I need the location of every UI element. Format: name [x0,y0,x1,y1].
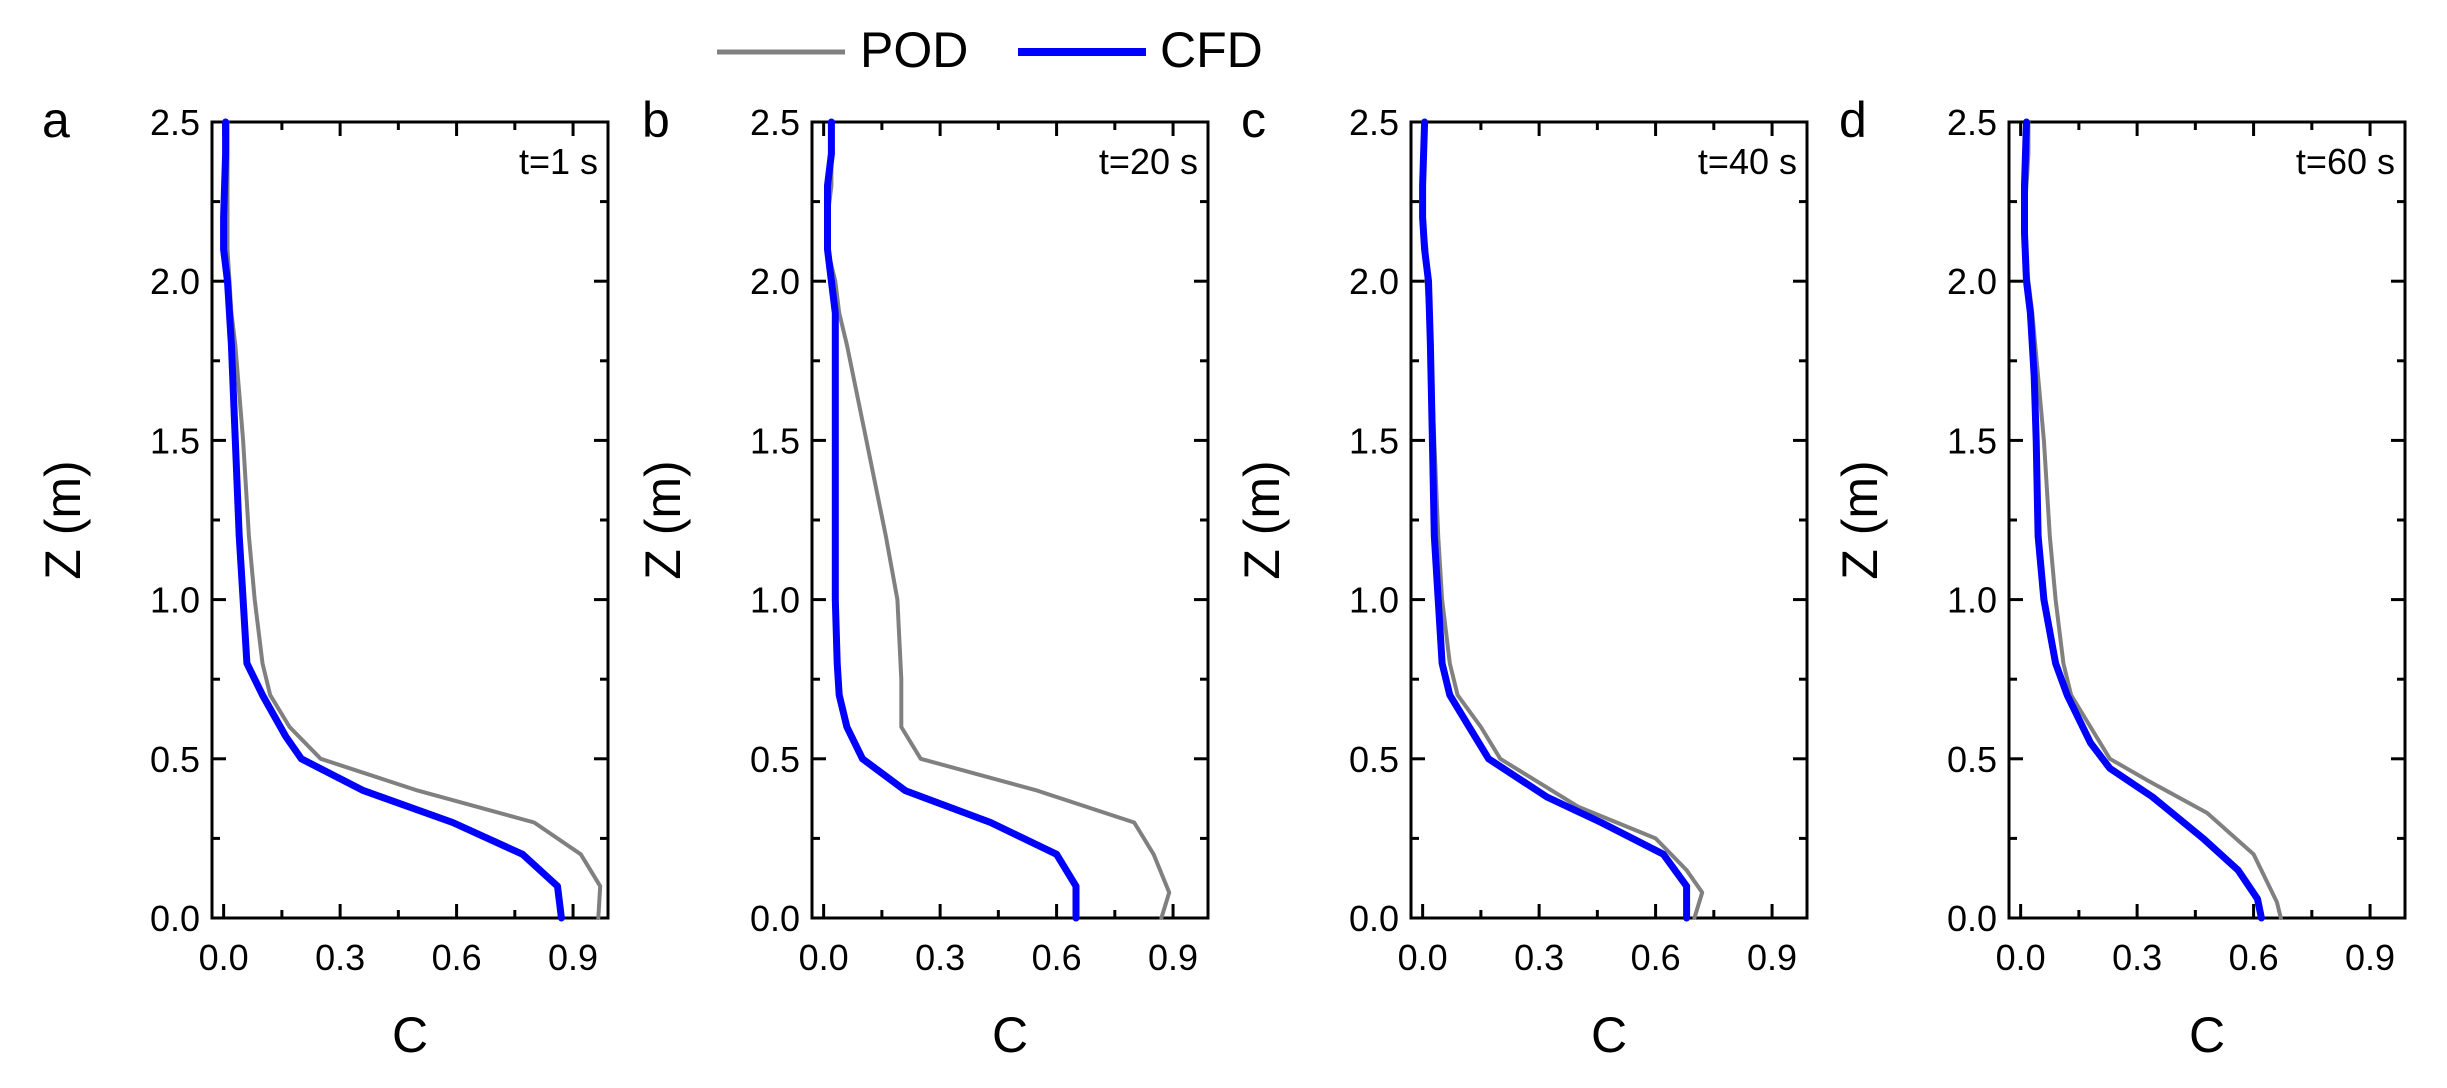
chart-panel-a: 0.0 0.3 0.6 0.9 0.0 0.5 1.0 1.5 2.0 2.5 C Z (m) a t=1… [35,92,610,1063]
y-tick-label: 2.5 [1947,102,1997,143]
x-tick-label: 0.0 [199,937,249,978]
plot-frame [210,120,610,920]
x-tick-label: 0.3 [2112,937,2162,978]
y-tick-label: 0.5 [1349,739,1399,780]
x-tick-label: 0.6 [1631,937,1681,978]
legend: POD CFD [717,22,1263,78]
y-tick-label: 1.0 [1947,580,1997,621]
x-tick-label: 0.6 [2229,937,2279,978]
series-line-pod [1420,120,1705,920]
plot-frame [2007,120,2407,920]
series-line-cfd [824,118,1080,922]
x-axis-title: C [992,1007,1028,1063]
y-axis-title: Z (m) [1234,460,1290,579]
x-axis-title: C [392,1007,428,1063]
y-tick-label: 0.5 [150,739,200,780]
y-axis-title: Z (m) [35,460,91,579]
y-axis-title: Z (m) [635,460,691,579]
time-annotation: t=40 s [1698,141,1797,182]
y-tick-label: 0.0 [1349,898,1399,939]
y-tick-label: 2.5 [150,102,200,143]
x-tick-label: 0.9 [1148,937,1198,978]
plot-frame [810,120,1210,920]
panel-label-b: b [642,92,670,148]
y-tick-label: 1.0 [150,580,200,621]
y-tick-label: 1.5 [1349,420,1399,461]
y-axis-title: Z (m) [1832,460,1888,579]
chart-panel-b: 0.0 0.3 0.6 0.9 0.0 0.5 1.0 1.5 2.0 2.5 C Z (m) b t=2… [635,92,1210,1063]
y-tick-label: 2.0 [1947,261,1997,302]
x-tick-label: 0.6 [1032,937,1082,978]
series-line-cfd [1419,118,1691,922]
time-annotation: t=60 s [2296,141,2395,182]
x-tick-label: 0.0 [799,937,849,978]
panel-label-c: c [1241,92,1266,148]
y-tick-label: 2.0 [1349,261,1399,302]
series-line-cfd [220,118,565,922]
time-annotation: t=20 s [1099,141,1198,182]
time-annotation: t=1 s [519,141,598,182]
y-tick-label: 2.5 [1349,102,1399,143]
plot-frame [1409,120,1809,920]
y-tick-label: 2.0 [750,261,800,302]
x-axis-title: C [1591,1007,1627,1063]
x-tick-label: 0.9 [2345,937,2395,978]
y-tick-label: 0.0 [1947,898,1997,939]
y-tick-label: 1.5 [1947,420,1997,461]
series-line-pod [825,120,1172,920]
x-tick-label: 0.9 [548,937,598,978]
panel-label-a: a [42,92,70,148]
y-tick-label: 1.5 [750,420,800,461]
x-tick-label: 0.9 [1747,937,1797,978]
chart-panel-d: 0.0 0.3 0.6 0.9 0.0 0.5 1.0 1.5 2.0 2.5 C Z (m) d t=6… [1832,92,2407,1063]
x-tick-label: 0.0 [1398,937,1448,978]
panel-label-d: d [1839,92,1867,148]
series-line-pod [225,120,603,920]
y-tick-label: 0.5 [750,739,800,780]
x-tick-label: 0.3 [1514,937,1564,978]
x-axis-title: C [2189,1007,2225,1063]
x-tick-label: 0.0 [1996,937,2046,978]
x-tick-label: 0.3 [915,937,965,978]
chart-panel-c: 0.0 0.3 0.6 0.9 0.0 0.5 1.0 1.5 2.0 2.5 C Z (m) c t=4… [1234,92,1809,1063]
y-tick-label: 1.0 [750,580,800,621]
x-tick-label: 0.3 [315,937,365,978]
y-tick-label: 1.0 [1349,580,1399,621]
legend-label-cfd: CFD [1160,22,1263,78]
series-line-cfd [2021,118,2265,922]
y-tick-label: 1.5 [150,420,200,461]
y-tick-label: 0.0 [150,898,200,939]
y-tick-label: 0.5 [1947,739,1997,780]
y-tick-label: 2.5 [750,102,800,143]
x-tick-label: 0.6 [432,937,482,978]
y-tick-label: 0.0 [750,898,800,939]
y-tick-label: 2.0 [150,261,200,302]
legend-label-pod: POD [860,22,968,78]
